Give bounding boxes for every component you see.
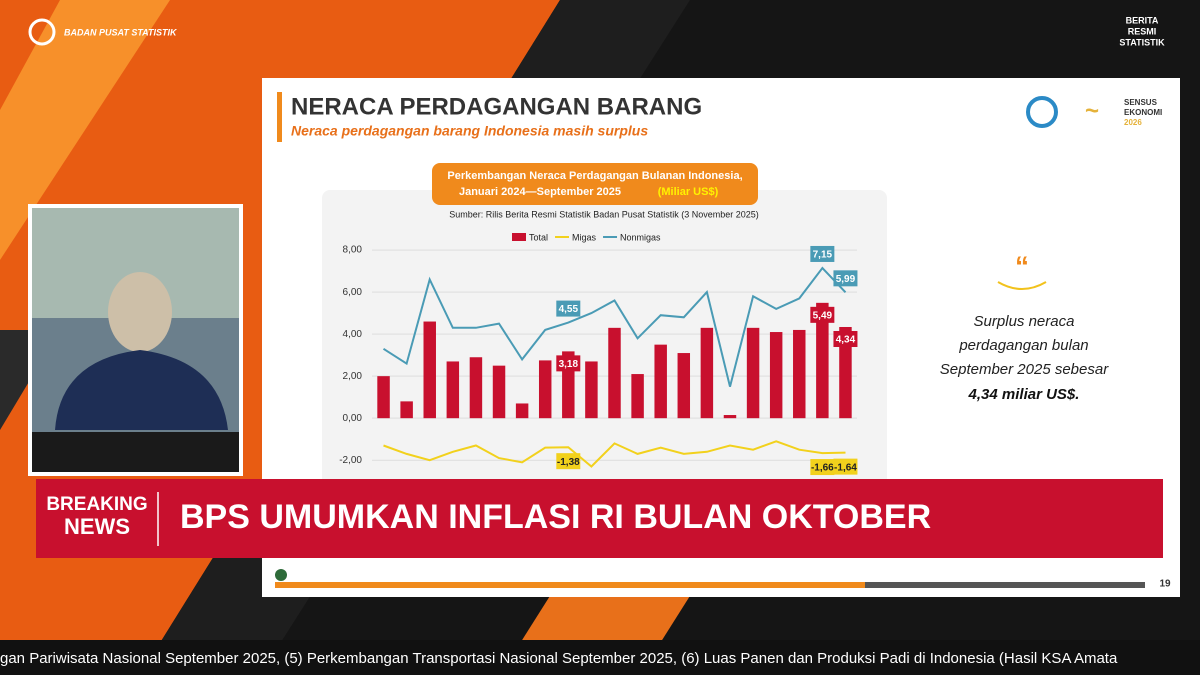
value-label-box [810,245,835,262]
y-tick-label: 6,00 [343,287,363,298]
bar [793,329,806,419]
bg-shape [0,0,170,260]
legend-swatch [512,233,526,241]
legend-label: Migas [572,232,597,242]
value-label-box [556,453,581,470]
bar [423,321,436,419]
value-label: -1,64 [834,462,857,473]
brand: RESMI [1128,26,1157,36]
person-body [55,350,228,430]
chart-panel [322,190,887,490]
bar [746,327,760,419]
banner-tag: NEWS [64,514,130,539]
desk [32,432,239,472]
bar [631,374,644,419]
chart-title-box [432,163,758,205]
line [383,440,846,468]
quote-line: September 2025 sebesar [940,361,1109,378]
value-label-box [810,306,835,323]
y-tick-label: 2,00 [343,371,363,382]
bar [677,353,691,419]
banner [36,479,1163,558]
slide-title: NERACA PERDAGANGAN BARANG [291,93,702,120]
banner-tag: BREAKING [46,494,147,515]
progress-track [865,582,1145,588]
value-label-box [833,330,858,347]
chart: -2,00 0,00 2,00 4,00 6,00 8,00 Total Migas Nonmi… [339,232,858,476]
bar [816,302,829,419]
bps-logo [28,18,56,46]
chart-subtitle: Januari 2024—September 2025 [459,186,621,198]
value-label-box [833,458,858,475]
bar [446,361,460,419]
bar [700,327,714,419]
value-label: 3,18 [559,359,579,370]
value-label: 7,15 [813,250,833,261]
quote-mark: “ [1015,250,1029,281]
bar [839,326,852,419]
chart-source: Sumber: Rilis Berita Resmi Statistik Bad… [449,209,759,219]
bar [492,365,506,419]
line [382,266,847,387]
value-label: -1,66 [811,463,834,474]
logo-art: ~ [1085,97,1099,124]
ticker-bar [0,640,1200,675]
brand: STATISTIK [1119,37,1165,47]
org-name: BADAN PUSAT STATISTIK [64,27,178,37]
quote-smile [997,281,1047,290]
bar [585,361,598,419]
chart-unit: (Miliar US$) [658,186,719,198]
value-label: 5,99 [836,274,856,285]
chart-title: Perkembangan Neraca Perdagangan Bulanan … [447,170,742,182]
value-label: 5,49 [813,310,833,321]
y-tick-label: 0,00 [343,413,363,424]
logo-text: EKONOMI [1124,108,1162,117]
y-tick-label: 4,00 [343,329,363,340]
value-label: 4,55 [559,304,579,315]
banner-headline: BPS UMUMKAN INFLASI RI BULAN OKTOBER [180,498,931,536]
slide-icon [275,569,287,581]
value-label: -1,38 [557,457,580,468]
ticker-text: gan Pariwisata Nasional September 2025, … [0,650,1118,667]
y-tick-label: -2,00 [339,455,362,466]
bar [608,327,621,419]
progress-bar [275,582,865,588]
bar [538,360,552,419]
value-label: 4,34 [836,335,856,346]
logo-text: SENSUS [1124,98,1158,107]
person-head [108,272,172,352]
logo [1026,96,1058,128]
bar [377,376,390,419]
quote-emphasis: 4,34 miliar US$. [968,386,1080,403]
bar [469,357,483,419]
quote-line: Surplus neraca [974,313,1075,330]
legend-label: Nonmigas [620,232,661,242]
quote-line: perdagangan bulan [958,337,1088,354]
slide-subtitle: Neraca perdagangan barang Indonesia masi… [291,123,648,139]
bar [769,332,783,419]
value-label-box [810,459,835,476]
y-tick-label: 8,00 [343,245,363,256]
bar [400,401,413,419]
value-label-box [556,300,581,317]
bar [723,415,737,419]
legend-label: Total [529,232,548,242]
value-label-box [833,270,858,287]
bar [515,403,529,419]
value-label-box [556,355,581,372]
bar [654,344,667,419]
title-accent [277,92,282,142]
page-number: 19 [1159,579,1171,590]
logo-text: 2026 [1124,118,1142,127]
brand: BERITA [1126,15,1159,25]
